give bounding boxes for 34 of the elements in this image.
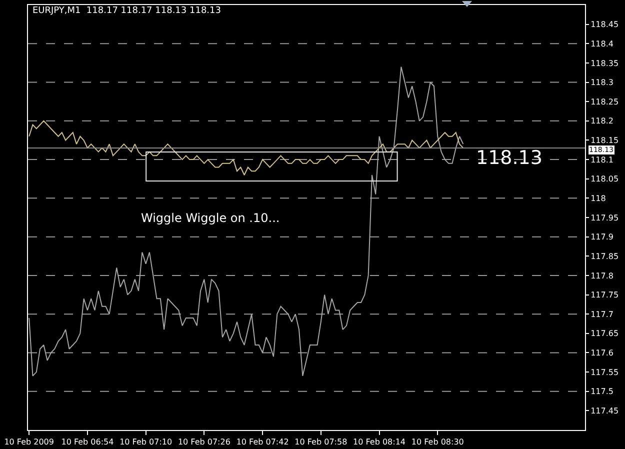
x-tick-label: 10 Feb 06:54 [61,438,114,447]
y-tick-label: 118.05 [590,174,619,184]
y-tick-label: 118.1 [590,155,614,164]
x-tick-label: 10 Feb 07:10 [120,438,172,447]
line-series [28,66,464,376]
y-tick-label: 117.6 [590,348,614,358]
chart-title: EURJPY,M1 118.17 118.17 118.13 118.13 [32,6,221,16]
x-tick-label: 10 Feb 07:42 [236,438,289,447]
annotation: Wiggle Wiggle on .10... [141,211,280,225]
y-tick-label: 118.45 [590,20,619,30]
x-tick-label: 10 Feb 08:30 [411,438,464,447]
y-tick-label: 117.7 [590,310,614,319]
y-tick-label: 118.2 [590,116,614,126]
y-tick-label: 118.35 [590,58,619,68]
y-tick-label: 117.45 [590,406,619,416]
y-tick-label: 118.3 [590,78,614,88]
y-tick-label: 117.75 [590,290,619,300]
y-tick-label: 117.9 [590,232,614,242]
y-tick-label: 117.8 [590,271,614,280]
y-tick-label: 117.55 [590,368,619,377]
y-tick-label: 117.85 [590,252,619,261]
y-tick-label: 118 [590,194,606,203]
y-tick-label: 117.65 [590,329,619,338]
text: 118.13 [476,147,542,169]
y-tick-label: 118.4 [590,39,614,48]
x-tick-label: 10 Feb 07:58 [294,438,348,447]
y-tick-label: 118.25 [590,97,619,106]
line-series [28,120,464,176]
y-tick-label: 117.5 [590,387,614,396]
x-tick-label: 10 Feb 08:14 [353,438,406,447]
x-tick-label: 10 Feb 07:26 [178,438,230,447]
x-tick-label: 10 Feb 2009 [4,438,54,447]
y-tick-label: 117.95 [590,213,619,222]
y-tick-label: 118.15 [590,136,619,146]
